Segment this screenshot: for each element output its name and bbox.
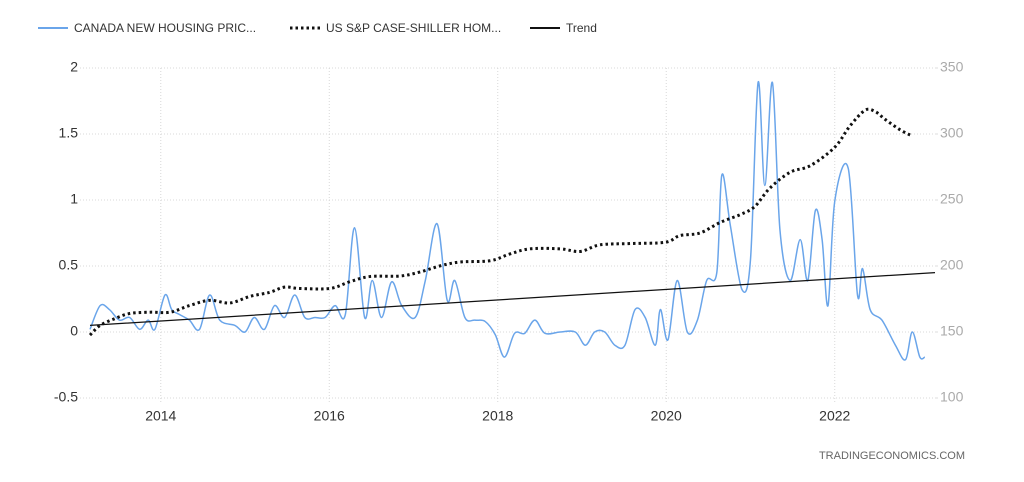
y2-tick-label: 250 — [940, 191, 964, 207]
x-tick-label: 2016 — [314, 408, 345, 424]
y-tick-label: 0.5 — [59, 257, 79, 273]
y-tick-label: -0.5 — [54, 389, 78, 405]
legend-label: Trend — [566, 21, 597, 35]
y2-tick-label: 200 — [940, 257, 964, 273]
series-line — [89, 272, 936, 326]
series-line — [88, 107, 913, 337]
legend-label: US S&P CASE-SHILLER HOM... — [326, 21, 501, 35]
x-tick-label: 2014 — [145, 408, 176, 424]
x-tick-label: 2018 — [482, 408, 513, 424]
series-line — [89, 81, 926, 361]
y2-tick-label: 300 — [940, 125, 964, 141]
watermark: TRADINGECONOMICS.COM — [819, 450, 965, 462]
y2-tick-label: 100 — [940, 389, 964, 405]
y-tick-label: 1 — [70, 191, 78, 207]
y-tick-label: 2 — [70, 59, 78, 75]
legend-label: CANADA NEW HOUSING PRIC... — [74, 21, 256, 35]
x-tick-label: 2022 — [819, 408, 850, 424]
y2-tick-label: 150 — [940, 323, 964, 339]
y2-tick-label: 350 — [940, 59, 964, 75]
y-tick-label: 1.5 — [59, 125, 79, 141]
y-tick-label: 0 — [70, 323, 78, 339]
x-tick-label: 2020 — [651, 408, 682, 424]
